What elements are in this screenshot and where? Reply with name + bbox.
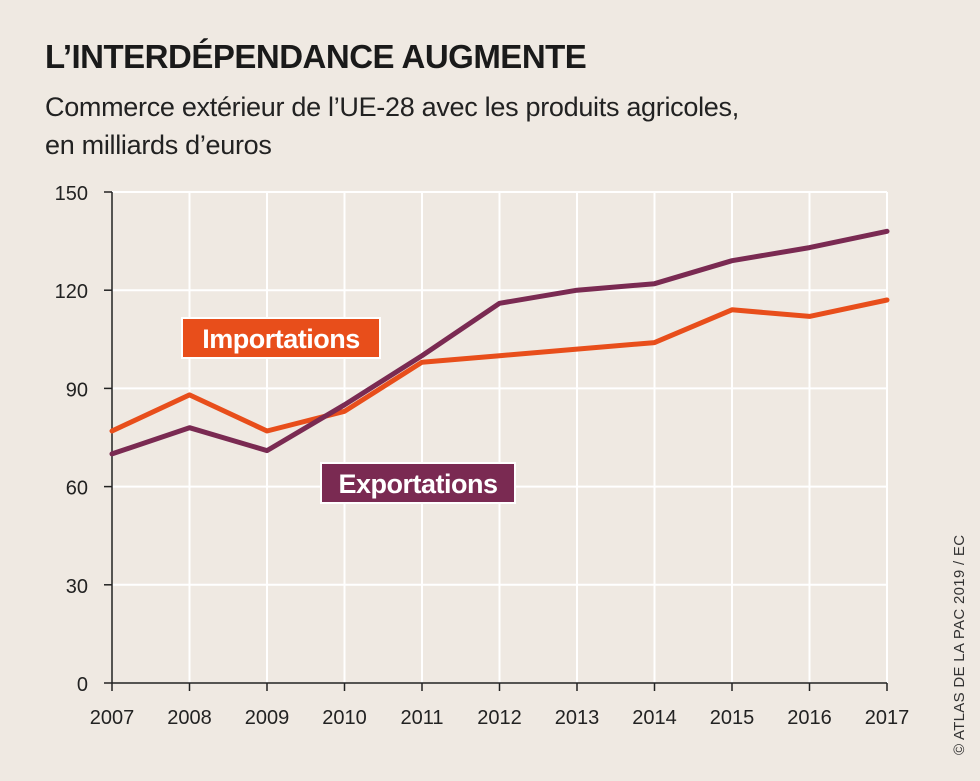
x-tick-label: 2007 bbox=[90, 707, 135, 729]
series-label-importations: Importations bbox=[202, 324, 360, 354]
x-tick-label: 2014 bbox=[632, 707, 677, 729]
x-tick-label: 2017 bbox=[865, 707, 910, 729]
x-tick-label: 2008 bbox=[167, 707, 212, 729]
axes: 0 30 60 90 120 150 2007 2008 2009 2010 2011 2012 201… bbox=[55, 183, 910, 729]
chart-subtitle: Commerce extérieur de l’UE-28 avec les p… bbox=[45, 88, 845, 164]
series-label-exportations: Exportations bbox=[338, 469, 497, 499]
grid bbox=[112, 191, 888, 683]
x-tick-label: 2013 bbox=[555, 707, 600, 729]
x-tick-label: 2009 bbox=[245, 707, 290, 729]
y-tick-label: 60 bbox=[66, 478, 88, 500]
x-tick-label: 2012 bbox=[477, 707, 522, 729]
subtitle-line-2: en milliards d’euros bbox=[45, 130, 272, 160]
series-line-importations bbox=[109, 297, 890, 434]
y-tick-label: 90 bbox=[66, 379, 88, 401]
x-tick-label: 2016 bbox=[787, 707, 832, 729]
y-tick-label: 30 bbox=[66, 576, 88, 598]
subtitle-line-1: Commerce extérieur de l’UE-28 avec les p… bbox=[45, 92, 739, 122]
y-tick-label: 150 bbox=[55, 183, 88, 205]
series-labels: Importations Exportations bbox=[181, 317, 516, 504]
x-tick-label: 2010 bbox=[322, 707, 367, 729]
y-tick-label: 0 bbox=[77, 674, 88, 696]
chart-title: L’INTERDÉPENDANCE AUGMENTE bbox=[45, 38, 587, 75]
x-tick-label: 2011 bbox=[400, 707, 443, 729]
series-label-box-importations bbox=[181, 317, 381, 359]
y-tick-label: 120 bbox=[55, 281, 88, 303]
series-label-box-exportations bbox=[320, 462, 516, 504]
series-line-exportations bbox=[109, 228, 890, 457]
source-credit: © ATLAS DE LA PAC 2019 / EC bbox=[951, 534, 968, 755]
series-lines bbox=[109, 228, 890, 457]
x-tick-label: 2015 bbox=[710, 707, 755, 729]
